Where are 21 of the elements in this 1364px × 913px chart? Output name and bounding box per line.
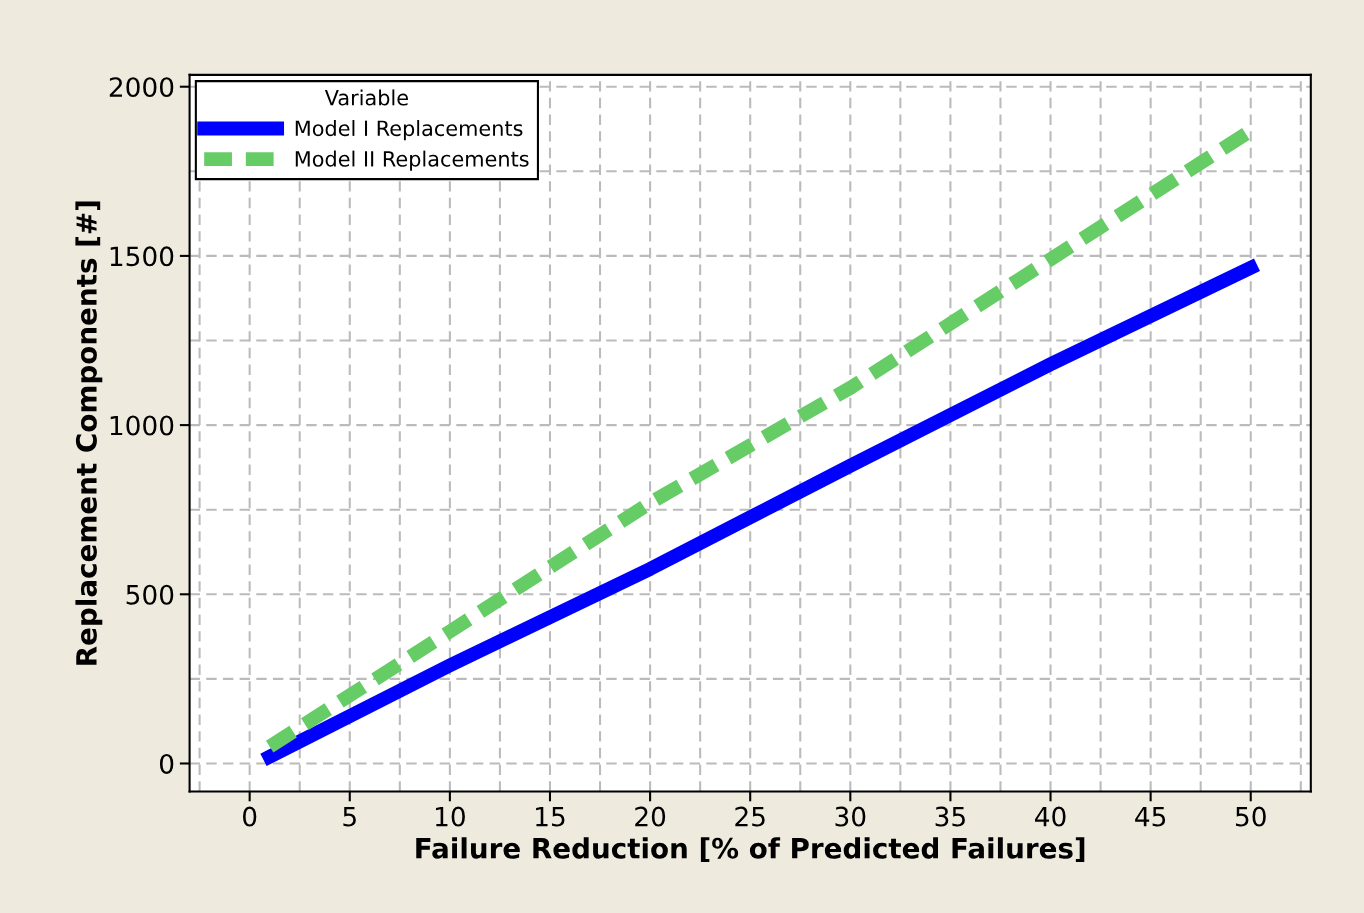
x-tick-label: 40 bbox=[1035, 806, 1066, 827]
x-tick-label: 0 bbox=[243, 806, 257, 827]
x-tick-label: 50 bbox=[1235, 806, 1266, 827]
y-tick-label: 1500 bbox=[110, 246, 174, 267]
legend-label: Model I Replacements bbox=[295, 120, 523, 141]
y-tick-label: 2000 bbox=[109, 77, 174, 98]
x-tick-label: 45 bbox=[1135, 806, 1166, 827]
legend-label: Model II Replacements bbox=[295, 150, 529, 171]
x-tick-label: 30 bbox=[835, 806, 866, 827]
y-tick-label: 500 bbox=[126, 584, 174, 605]
y-axis-title: Replacement Components [#] bbox=[75, 201, 103, 665]
y-tick-label: 1000 bbox=[110, 415, 174, 436]
x-tick-label: 20 bbox=[635, 806, 666, 827]
legend-title: Variable bbox=[324, 89, 408, 106]
x-tick-label: 35 bbox=[935, 806, 965, 827]
x-tick-label: 15 bbox=[536, 806, 565, 827]
x-tick-label: 10 bbox=[435, 806, 465, 827]
x-tick-label: 25 bbox=[735, 806, 765, 827]
y-tick-label: 0 bbox=[159, 753, 174, 774]
x-axis-title: Failure Reduction [% of Predicted Failures] bbox=[416, 837, 1085, 863]
x-tick-label: 5 bbox=[343, 806, 356, 827]
